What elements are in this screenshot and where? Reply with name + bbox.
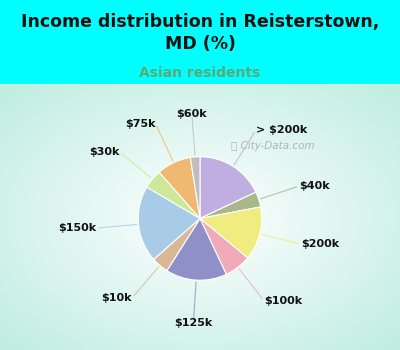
Wedge shape (200, 192, 261, 218)
Text: $100k: $100k (264, 296, 302, 306)
Text: $10k: $10k (102, 293, 132, 303)
Text: $40k: $40k (300, 181, 330, 191)
Text: $125k: $125k (174, 318, 212, 328)
Text: $150k: $150k (58, 223, 96, 233)
Text: Asian residents: Asian residents (139, 66, 261, 80)
Text: $200k: $200k (301, 239, 340, 250)
Text: $60k: $60k (176, 109, 207, 119)
Wedge shape (190, 157, 200, 218)
Wedge shape (200, 157, 256, 218)
Text: > $200k: > $200k (256, 125, 307, 135)
Wedge shape (138, 187, 200, 259)
Text: $30k: $30k (89, 147, 120, 157)
Wedge shape (200, 207, 262, 258)
Text: ⓘ City-Data.com: ⓘ City-Data.com (231, 141, 315, 151)
Text: $75k: $75k (125, 119, 156, 129)
Wedge shape (167, 218, 226, 280)
Wedge shape (200, 218, 248, 274)
Text: Income distribution in Reisterstown,
MD (%): Income distribution in Reisterstown, MD … (21, 13, 379, 53)
Wedge shape (147, 172, 200, 218)
Wedge shape (154, 218, 200, 271)
Wedge shape (159, 158, 200, 218)
